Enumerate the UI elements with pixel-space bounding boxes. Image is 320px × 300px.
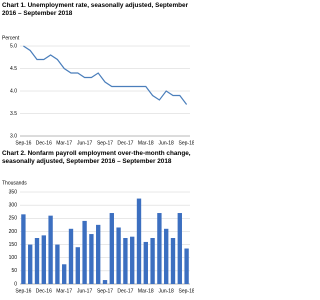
line bbox=[23, 45, 188, 105]
x-tick-label: Mar-18 bbox=[138, 288, 154, 294]
bar bbox=[109, 213, 114, 284]
bar bbox=[89, 234, 94, 284]
y-tick-label: 3.0 bbox=[10, 133, 17, 139]
x-tick-label: Sep-16 bbox=[15, 288, 31, 294]
bar bbox=[170, 238, 176, 284]
chart: Thousands 0 50 100 150 200 250 300 350 Sep-16 Dec… bbox=[2, 180, 194, 294]
bar bbox=[116, 227, 121, 284]
x-tick-label: Dec-17 bbox=[117, 140, 133, 146]
bar bbox=[130, 236, 135, 284]
bar bbox=[164, 228, 169, 284]
y-tick-label: 300 bbox=[9, 202, 18, 208]
bar bbox=[48, 215, 53, 284]
x-tick-label: Sep-17 bbox=[97, 288, 113, 294]
y-tick-label: 350 bbox=[9, 189, 18, 195]
bar bbox=[184, 248, 189, 284]
y-tick-label: 150 bbox=[9, 242, 18, 248]
chart-title: Chart 1. Unemployment rate, seasonally a… bbox=[2, 2, 189, 17]
y-tick-label: 4.0 bbox=[10, 88, 17, 94]
x-tick-label: Jun-17 bbox=[77, 140, 93, 146]
chart-title: Chart 2. Nonfarm payroll employment over… bbox=[2, 150, 191, 165]
x-tick-label: Mar-17 bbox=[56, 288, 72, 294]
bar bbox=[136, 198, 142, 284]
y-tick-label: 5.0 bbox=[10, 43, 17, 49]
bar bbox=[177, 213, 182, 284]
x-tick-label: Dec-16 bbox=[36, 288, 52, 294]
y-tick-label: 250 bbox=[9, 216, 18, 222]
bar bbox=[68, 228, 74, 284]
y-tick-label: 100 bbox=[9, 255, 18, 261]
bar bbox=[55, 244, 60, 284]
y-tick-label: 0 bbox=[14, 281, 17, 287]
bar bbox=[82, 220, 87, 284]
chart: Percent 3.0 3.5 4.0 4.5 5.0 Sep-16 Dec-16 Mar-1… bbox=[2, 35, 194, 146]
bar bbox=[96, 224, 101, 284]
x-tick-label: Sep-18 bbox=[179, 140, 194, 146]
y-tick-label: 50 bbox=[11, 268, 17, 274]
x-tick-label: Dec-16 bbox=[36, 140, 52, 146]
x-tick-label: Dec-17 bbox=[117, 288, 133, 294]
x-tick-label: Jun-17 bbox=[77, 288, 93, 294]
bar bbox=[102, 280, 108, 284]
y-axis-label: Percent bbox=[2, 35, 20, 41]
x-tick-label: Sep-17 bbox=[97, 140, 113, 146]
bar bbox=[143, 241, 148, 284]
bar bbox=[21, 214, 26, 284]
x-tick-label: Mar-17 bbox=[56, 140, 72, 146]
x-tick-label: Sep-18 bbox=[179, 288, 194, 294]
bar bbox=[150, 238, 155, 284]
x-tick-label: Jun-18 bbox=[159, 140, 175, 146]
x-tick-label: Sep-16 bbox=[15, 140, 31, 146]
bar bbox=[75, 247, 80, 284]
bar bbox=[34, 238, 40, 284]
bar bbox=[41, 235, 46, 284]
y-tick-label: 3.5 bbox=[10, 111, 17, 117]
bar bbox=[157, 213, 162, 284]
bar bbox=[123, 238, 128, 284]
y-axis-label: Thousands bbox=[2, 180, 27, 186]
x-tick-label: Mar-18 bbox=[138, 140, 154, 146]
x-tick-label: Jun-18 bbox=[159, 288, 175, 294]
bar bbox=[62, 264, 67, 284]
bar bbox=[28, 244, 33, 284]
y-tick-label: 4.5 bbox=[10, 66, 17, 72]
y-tick-label: 200 bbox=[9, 229, 18, 235]
page: Chart 1. Unemployment rate, seasonally a… bbox=[2, 2, 194, 295]
